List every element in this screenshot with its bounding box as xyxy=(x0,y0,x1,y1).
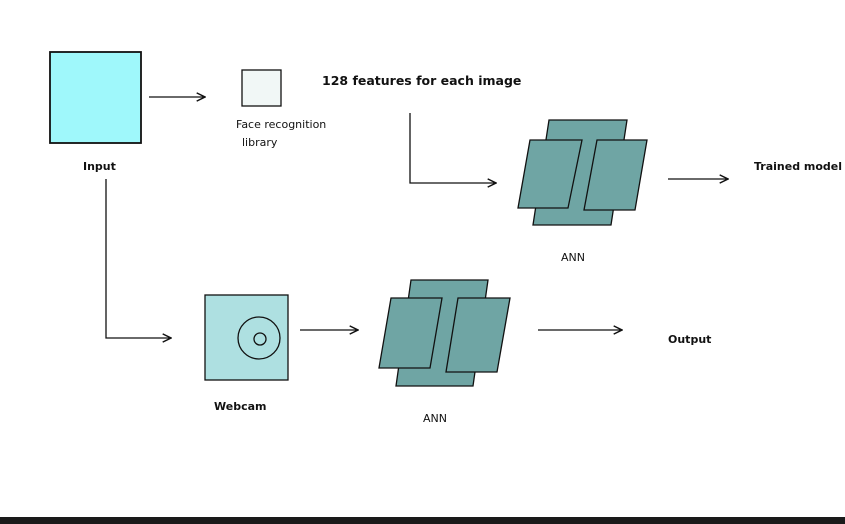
ann-bottom-label: ANN xyxy=(423,412,447,425)
ann-bottom-icon xyxy=(378,279,511,387)
ann-top-label: ANN xyxy=(561,251,585,264)
features-label: 128 features for each image xyxy=(322,73,522,88)
ann-top-icon xyxy=(517,119,648,226)
arrow-input-to-webcam xyxy=(105,179,171,338)
bottom-bar xyxy=(0,517,845,524)
face-recognition-box xyxy=(241,69,282,107)
webcam-label: Webcam xyxy=(214,400,267,413)
arrow-features-to-ann xyxy=(409,113,496,183)
input-box xyxy=(49,51,142,144)
face-recognition-label-line2: library xyxy=(242,136,278,149)
face-recognition-label: Face recognition xyxy=(236,118,327,131)
input-label: Input xyxy=(83,160,116,173)
trained-model-label: Trained model xyxy=(754,160,843,173)
webcam-icon xyxy=(204,294,289,381)
output-label: Output xyxy=(668,333,712,346)
